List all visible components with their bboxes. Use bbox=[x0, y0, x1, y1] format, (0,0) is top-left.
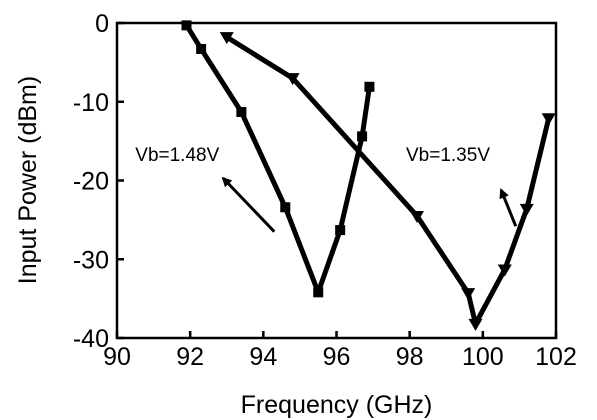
series-line bbox=[225, 35, 552, 327]
x-tick-label: 96 bbox=[323, 343, 351, 371]
annotation-layer: Vb=1.48V Vb=1.35V bbox=[135, 145, 518, 233]
data-point bbox=[181, 20, 192, 31]
series-layer bbox=[181, 20, 556, 331]
data-point bbox=[313, 287, 324, 298]
data-point bbox=[357, 131, 368, 142]
x-tick-label: 98 bbox=[396, 343, 424, 371]
series-2 bbox=[219, 32, 556, 331]
y-tick-label: 0 bbox=[95, 10, 109, 38]
x-axis-label: Frequency (GHz) bbox=[241, 391, 433, 419]
x-tick-label: 92 bbox=[176, 343, 204, 371]
data-point bbox=[541, 113, 556, 126]
axis-ticks: 90 92 94 96 98 100 102 0 -10 -20 -30 -40 bbox=[73, 10, 577, 371]
y-axis-label: Input Power (dBm) bbox=[14, 76, 42, 284]
data-point bbox=[285, 73, 300, 86]
annotation-arrow bbox=[221, 176, 276, 233]
x-tick-label: 100 bbox=[462, 343, 504, 371]
data-point bbox=[519, 203, 534, 216]
data-point bbox=[497, 264, 512, 277]
annotation-arrow bbox=[499, 188, 518, 227]
data-point bbox=[409, 210, 424, 223]
y-tick-label: -10 bbox=[73, 89, 109, 117]
data-point bbox=[196, 43, 207, 54]
data-point bbox=[280, 202, 291, 213]
data-point bbox=[236, 106, 247, 117]
data-point bbox=[468, 318, 483, 331]
x-tick-label: 94 bbox=[249, 343, 277, 371]
x-tick-label: 90 bbox=[103, 343, 131, 371]
data-point bbox=[335, 225, 346, 236]
data-point bbox=[364, 81, 375, 92]
data-point bbox=[461, 288, 476, 301]
y-tick-label: -20 bbox=[73, 168, 109, 196]
annotation-label: Vb=1.48V bbox=[135, 145, 219, 166]
annotation-label: Vb=1.35V bbox=[406, 145, 490, 166]
data-point bbox=[219, 32, 234, 45]
y-tick-label: -30 bbox=[73, 246, 109, 274]
y-tick-label: -40 bbox=[73, 325, 109, 353]
plot-frame bbox=[115, 21, 558, 340]
x-tick-label: 102 bbox=[535, 343, 577, 371]
